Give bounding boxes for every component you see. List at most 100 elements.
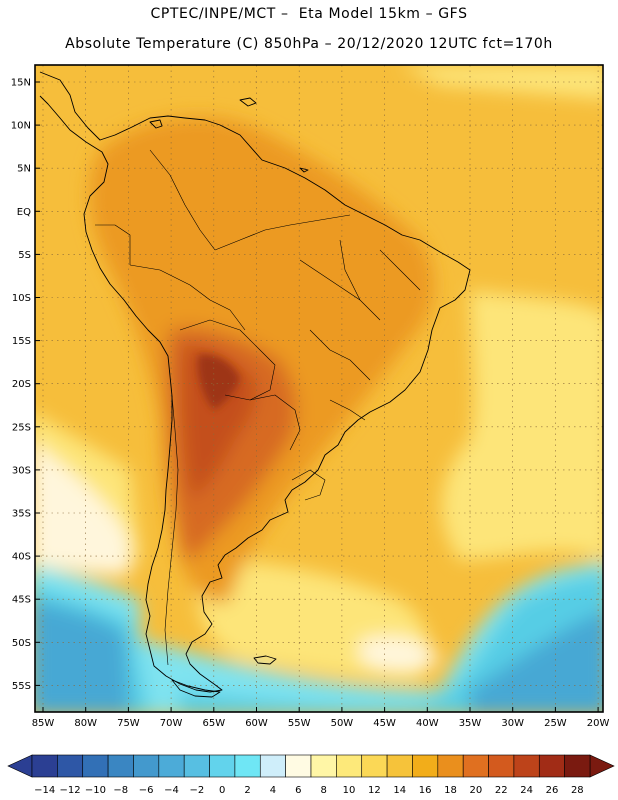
lat-tick-label: 55S (12, 681, 31, 692)
lat-tick-label: 45S (12, 595, 31, 606)
colorbar-label: 18 (444, 785, 457, 796)
colorbar-swatch (234, 754, 261, 778)
caribbean-islands (149, 97, 309, 173)
colorbar-label: −4 (164, 785, 179, 796)
border-uruguay (291, 469, 326, 501)
colorbar-label: −8 (113, 785, 128, 796)
colorbar-label: −14 (34, 785, 55, 796)
colorbar-label: 14 (393, 785, 406, 796)
colorbar-swatch (462, 754, 489, 778)
tierra-del-fuego (171, 679, 221, 698)
field-blue (35, 601, 603, 712)
border-brazil-states (299, 239, 421, 421)
lon-tick-label: 40W (416, 718, 439, 729)
colorbar-swatch (31, 754, 58, 778)
lat-tick-label: 5N (17, 164, 31, 175)
lon-tick-label: 75W (117, 718, 140, 729)
colorbar-swatch (183, 754, 210, 778)
temperature-field (35, 65, 603, 712)
colorbar-swatch (386, 754, 413, 778)
lon-tick-label: 55W (288, 718, 311, 729)
colorbar-swatch (158, 754, 185, 778)
colorbar-label: 2 (244, 785, 250, 796)
lat-tick-label: 15S (12, 336, 31, 347)
lat-tick-label: 5S (18, 250, 31, 261)
colorbar-swatch (336, 754, 363, 778)
lon-tick-label: 80W (74, 718, 97, 729)
colorbar-swatch (412, 754, 439, 778)
colorbar-swatch (259, 754, 286, 778)
colorbar-swatch (133, 754, 160, 778)
lat-tick-label: 40S (12, 552, 31, 563)
lat-tick-label: 35S (12, 509, 31, 520)
colorbar-label: 10 (343, 785, 356, 796)
colorbar-swatch (538, 754, 565, 778)
longitude-axis: 85W 80W 75W 70W 65W 60W 55W 50W 45W 40W 35W 30W 25W 2… (32, 707, 610, 729)
field-cyan-light (35, 561, 603, 712)
chart-title-line1: CPTEC/INPE/MCT – Eta Model 15km – GFS (150, 6, 468, 22)
colorbar-label: 28 (571, 785, 584, 796)
colorbar-swatch (209, 754, 236, 778)
map-frame (34, 64, 604, 713)
lat-tick-label: 30S (12, 465, 31, 476)
colorbar-swatch (107, 754, 134, 778)
lat-tick-label: 25S (12, 422, 31, 433)
colorbar-label: 0 (219, 785, 225, 796)
colorbar-swatch (437, 754, 464, 778)
lat-tick-label: 10N (11, 121, 31, 132)
colorbar-label: 4 (270, 785, 276, 796)
colorbar-label: −10 (85, 785, 106, 796)
field-pale-yellow-east (441, 290, 603, 560)
lat-tick-label: 15N (11, 78, 31, 89)
colorbar: −14 −12 −10 −8 −6 −4 −2 0 2 4 6 8 10 12 14 16 18 20 22 24 26… (7, 754, 615, 796)
coastlines (39, 71, 471, 698)
colorbar-swatch (488, 754, 515, 778)
colorbar-label: 20 (469, 785, 482, 796)
lon-tick-label: 35W (459, 718, 482, 729)
falklands (253, 655, 277, 665)
border-brazil-north (214, 214, 351, 251)
colorbar-label: 16 (419, 785, 432, 796)
lat-tick-label: 50S (12, 638, 31, 649)
border-chile-argentina (164, 395, 179, 666)
political-borders (95, 149, 421, 666)
lon-tick-label: 25W (544, 718, 567, 729)
colorbar-label: 24 (520, 785, 533, 796)
colorbar-label: 22 (495, 785, 508, 796)
border-colombia-venezuela (149, 149, 216, 251)
chart-title-line2: Absolute Temperature (C) 850hPa – 20/12/… (65, 36, 553, 52)
colorbar-swatch (285, 754, 312, 778)
border-ecuador (95, 224, 131, 265)
colorbar-label: 12 (368, 785, 381, 796)
field-pale-yellow-north (400, 65, 603, 100)
lon-tick-label: 45W (373, 718, 396, 729)
field-cream-south (360, 636, 440, 672)
colorbar-swatch (57, 754, 84, 778)
colorbar-label: −6 (139, 785, 154, 796)
colorbar-high-arrow (589, 754, 615, 778)
colorbar-label: 26 (546, 785, 559, 796)
field-cream-pacific (35, 443, 130, 575)
lon-tick-label: 60W (245, 718, 268, 729)
lon-tick-label: 70W (160, 718, 183, 729)
colorbar-swatch (513, 754, 540, 778)
lon-tick-label: 50W (331, 718, 354, 729)
graticule (35, 65, 603, 712)
colorbar-swatch (82, 754, 109, 778)
lat-tick-label: EQ (17, 207, 31, 218)
lat-tick-label: 10S (12, 293, 31, 304)
lon-tick-label: 85W (32, 718, 55, 729)
colorbar-label: −2 (189, 785, 204, 796)
colorbar-swatch (310, 754, 337, 778)
border-peru-brazil (129, 264, 246, 331)
colorbar-swatch (361, 754, 388, 778)
border-paraguay (249, 394, 301, 451)
colorbar-label: 8 (320, 785, 326, 796)
colorbar-label: −12 (59, 785, 80, 796)
lat-tick-label: 20S (12, 379, 31, 390)
latitude-axis: 15N 10N 5N EQ 5S 10S 15S 20S 25S 30S 35S 40S 45S 50S 5… (11, 78, 40, 692)
south-america-coastline (39, 71, 471, 693)
colorbar-label: 6 (295, 785, 301, 796)
colorbar-swatch (564, 754, 591, 778)
